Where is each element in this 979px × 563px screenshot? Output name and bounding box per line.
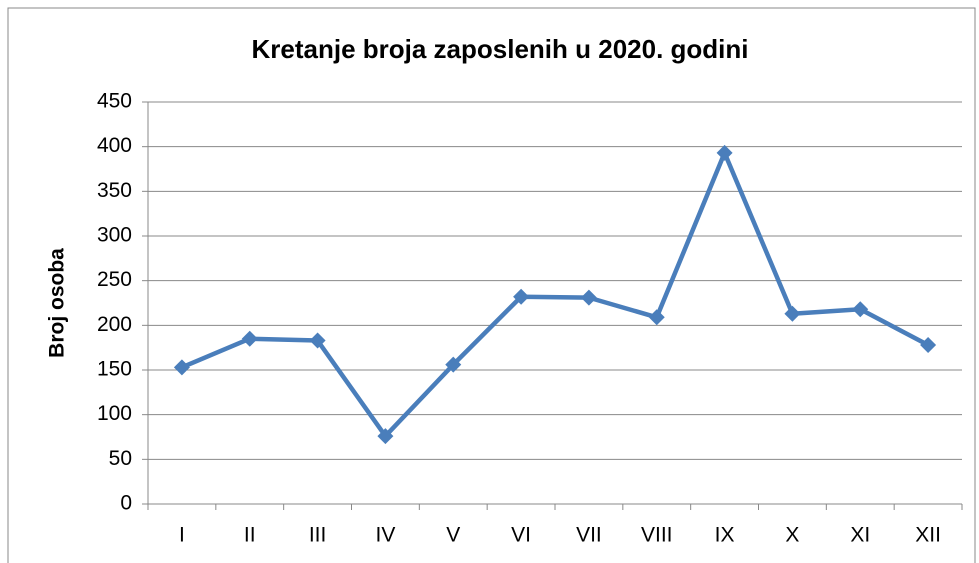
marker	[445, 356, 462, 373]
y-tick-label: 300	[97, 224, 132, 247]
y-tick-label: 50	[109, 447, 132, 470]
marker	[920, 336, 937, 353]
x-tick-label: XII	[915, 524, 941, 547]
y-tick-label: 400	[97, 134, 132, 157]
chart-title: Kretanje broja zaposlenih u 2020. godini	[252, 34, 749, 64]
x-tick-label: V	[446, 524, 460, 547]
marker	[513, 288, 530, 305]
y-tick-label: 100	[97, 402, 132, 425]
x-tick-label: IX	[715, 524, 735, 547]
x-tick-label: VIII	[641, 524, 673, 547]
line	[181, 150, 930, 439]
y-tick-label: 0	[120, 492, 132, 515]
marker	[241, 330, 258, 347]
y-tick-label: 250	[97, 268, 132, 291]
x-tick-label: III	[309, 524, 327, 547]
y-tick-label: 450	[97, 90, 132, 113]
x-tick-label: IV	[375, 524, 395, 547]
marker	[784, 305, 801, 322]
marker	[716, 144, 733, 161]
y-axis-label: Broj osoba	[46, 248, 69, 358]
x-tick-label: VII	[576, 524, 602, 547]
marker	[580, 289, 597, 306]
marker	[852, 301, 869, 318]
marker	[309, 332, 326, 349]
chart-frame	[7, 7, 976, 563]
x-tick-label: VI	[511, 524, 531, 547]
x-tick-label: I	[179, 524, 185, 547]
y-tick-label: 200	[97, 313, 132, 336]
x-tick-label: X	[785, 524, 799, 547]
x-tick-label: XI	[850, 524, 870, 547]
x-tick-label: II	[244, 524, 256, 547]
y-tick-label: 350	[97, 179, 132, 202]
marker	[173, 359, 190, 376]
y-tick-label: 150	[97, 358, 132, 381]
marker	[648, 309, 665, 326]
marker	[377, 428, 394, 445]
